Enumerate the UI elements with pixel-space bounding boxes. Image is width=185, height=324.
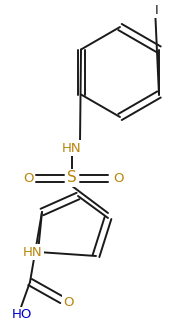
Text: HO: HO bbox=[12, 308, 32, 321]
Text: I: I bbox=[155, 4, 159, 17]
Text: O: O bbox=[23, 171, 33, 184]
Text: HN: HN bbox=[23, 246, 43, 259]
Text: HN: HN bbox=[62, 142, 82, 155]
Text: O: O bbox=[113, 171, 123, 184]
Text: O: O bbox=[63, 295, 73, 308]
Text: S: S bbox=[67, 170, 77, 186]
